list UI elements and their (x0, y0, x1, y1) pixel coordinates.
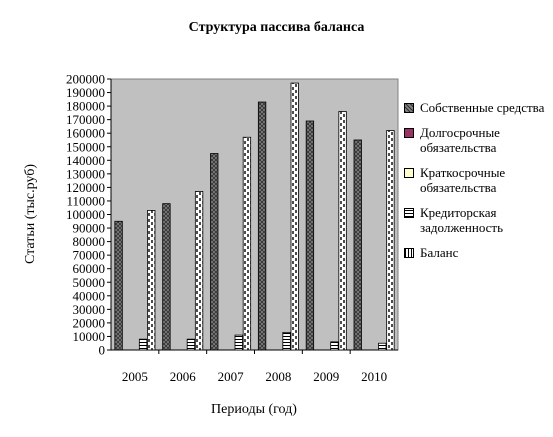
y-tick-label: 130000 (66, 166, 105, 181)
legend-item-3: Кредиторская задолженность (404, 205, 553, 235)
y-axis: 0100002000030000400005000060000700008000… (66, 72, 112, 358)
legend-item-4: Баланс (404, 245, 553, 260)
x-tick-label: 2009 (313, 369, 339, 384)
bar-3-5 (378, 342, 387, 351)
legend-label: Собственные средства (420, 100, 545, 115)
y-tick-label: 10000 (73, 329, 106, 344)
legend-item-2: Краткосрочные обязательства (404, 165, 553, 195)
y-tick-label: 80000 (73, 234, 106, 249)
y-tick-label: 200000 (66, 72, 105, 87)
legend-label: Долгосрочные обязательства (420, 125, 500, 155)
y-axis-label: Статьи (тыс.руб) (23, 164, 38, 264)
bar-0-3 (257, 101, 267, 351)
bar-4-2 (242, 136, 252, 351)
y-tick-label: 100000 (66, 207, 105, 222)
x-axis-label: Периоды (год) (211, 402, 297, 417)
y-tick-label: 90000 (73, 221, 106, 236)
bar-3-4 (330, 341, 339, 351)
bar-4-4 (338, 111, 347, 351)
x-tick-label: 2006 (170, 369, 197, 384)
x-tick-label: 2005 (122, 369, 148, 384)
legend-label: Кредиторская задолженность (420, 205, 504, 235)
y-tick-label: 120000 (66, 180, 105, 195)
legend-swatch (404, 128, 414, 138)
bar-0-5 (353, 139, 362, 351)
bar-4-1 (194, 191, 204, 351)
y-tick-label: 140000 (66, 153, 105, 168)
y-tick-label: 0 (99, 343, 106, 358)
y-tick-label: 70000 (73, 248, 106, 263)
y-tick-label: 50000 (73, 275, 106, 290)
legend-swatch (404, 208, 414, 218)
bar-0-1 (162, 203, 171, 351)
bar-4-5 (386, 130, 395, 351)
bar-3-1 (186, 338, 196, 351)
bar-0-4 (305, 120, 315, 351)
chart-title: Структура пассива баланса (188, 20, 365, 35)
x-tick-label: 2010 (361, 369, 387, 384)
legend-swatch (404, 103, 414, 113)
legend: Собственные средства Долгосрочные обязате… (404, 100, 553, 270)
plot-area (110, 78, 399, 351)
bars (114, 82, 395, 351)
y-tick-label: 160000 (66, 126, 105, 141)
y-tick-label: 20000 (73, 315, 106, 330)
y-tick-label: 30000 (73, 302, 106, 317)
legend-swatch (404, 248, 414, 258)
legend-item-0: Собственные средства (404, 100, 553, 115)
x-tick-label: 2008 (265, 369, 291, 384)
bar-3-0 (138, 338, 148, 351)
legend-swatch (404, 168, 414, 178)
legend-item-1: Долгосрочные обязательства (404, 125, 553, 155)
x-axis: 2005 2006 2007 2008 2009 2010 (111, 349, 398, 384)
y-tick-label: 150000 (66, 139, 105, 154)
y-tick-label: 110000 (66, 193, 105, 208)
bar-4-0 (147, 210, 156, 351)
bar-3-3 (282, 331, 291, 351)
y-tick-label: 60000 (73, 261, 106, 276)
bar-3-2 (234, 334, 243, 351)
bar-0-2 (210, 153, 219, 351)
y-tick-label: 190000 (66, 85, 105, 100)
y-tick-label: 170000 (66, 112, 105, 127)
bar-4-3 (290, 82, 299, 351)
y-tick-label: 40000 (73, 288, 106, 303)
x-tick-label: 2007 (218, 369, 245, 384)
legend-label: Баланс (420, 245, 459, 260)
bar-0-0 (114, 220, 123, 351)
legend-label: Краткосрочные обязательства (420, 165, 506, 195)
y-tick-label: 180000 (66, 99, 105, 114)
